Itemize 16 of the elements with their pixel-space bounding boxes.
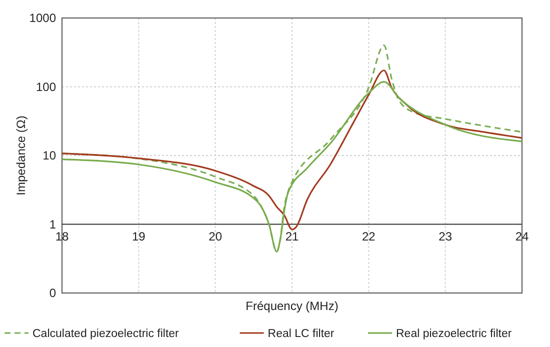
x-tick-label: 19 — [132, 229, 146, 244]
y-axis-title: Impedance (Ω) — [14, 116, 28, 196]
y-tick-label: 1 — [49, 217, 56, 232]
legend-label: Calculated piezoelectric filter — [32, 328, 180, 340]
x-tick-label: 23 — [438, 229, 452, 244]
legend-label: Real LC filter — [268, 328, 334, 340]
x-tick-label: 20 — [208, 229, 222, 244]
legend-label: Real piezoelectric filter — [396, 328, 512, 340]
y-tick-label: 1000 — [29, 11, 56, 25]
x-tick-label: 22 — [362, 229, 376, 244]
y-tick-label: 100 — [36, 80, 56, 94]
line-series — [62, 70, 522, 230]
y-tick-label: 0 — [49, 286, 56, 300]
x-tick-label: 21 — [285, 229, 299, 244]
x-axis-title: Fréquency (MHz) — [246, 299, 338, 313]
y-tick-label: 10 — [42, 148, 56, 162]
